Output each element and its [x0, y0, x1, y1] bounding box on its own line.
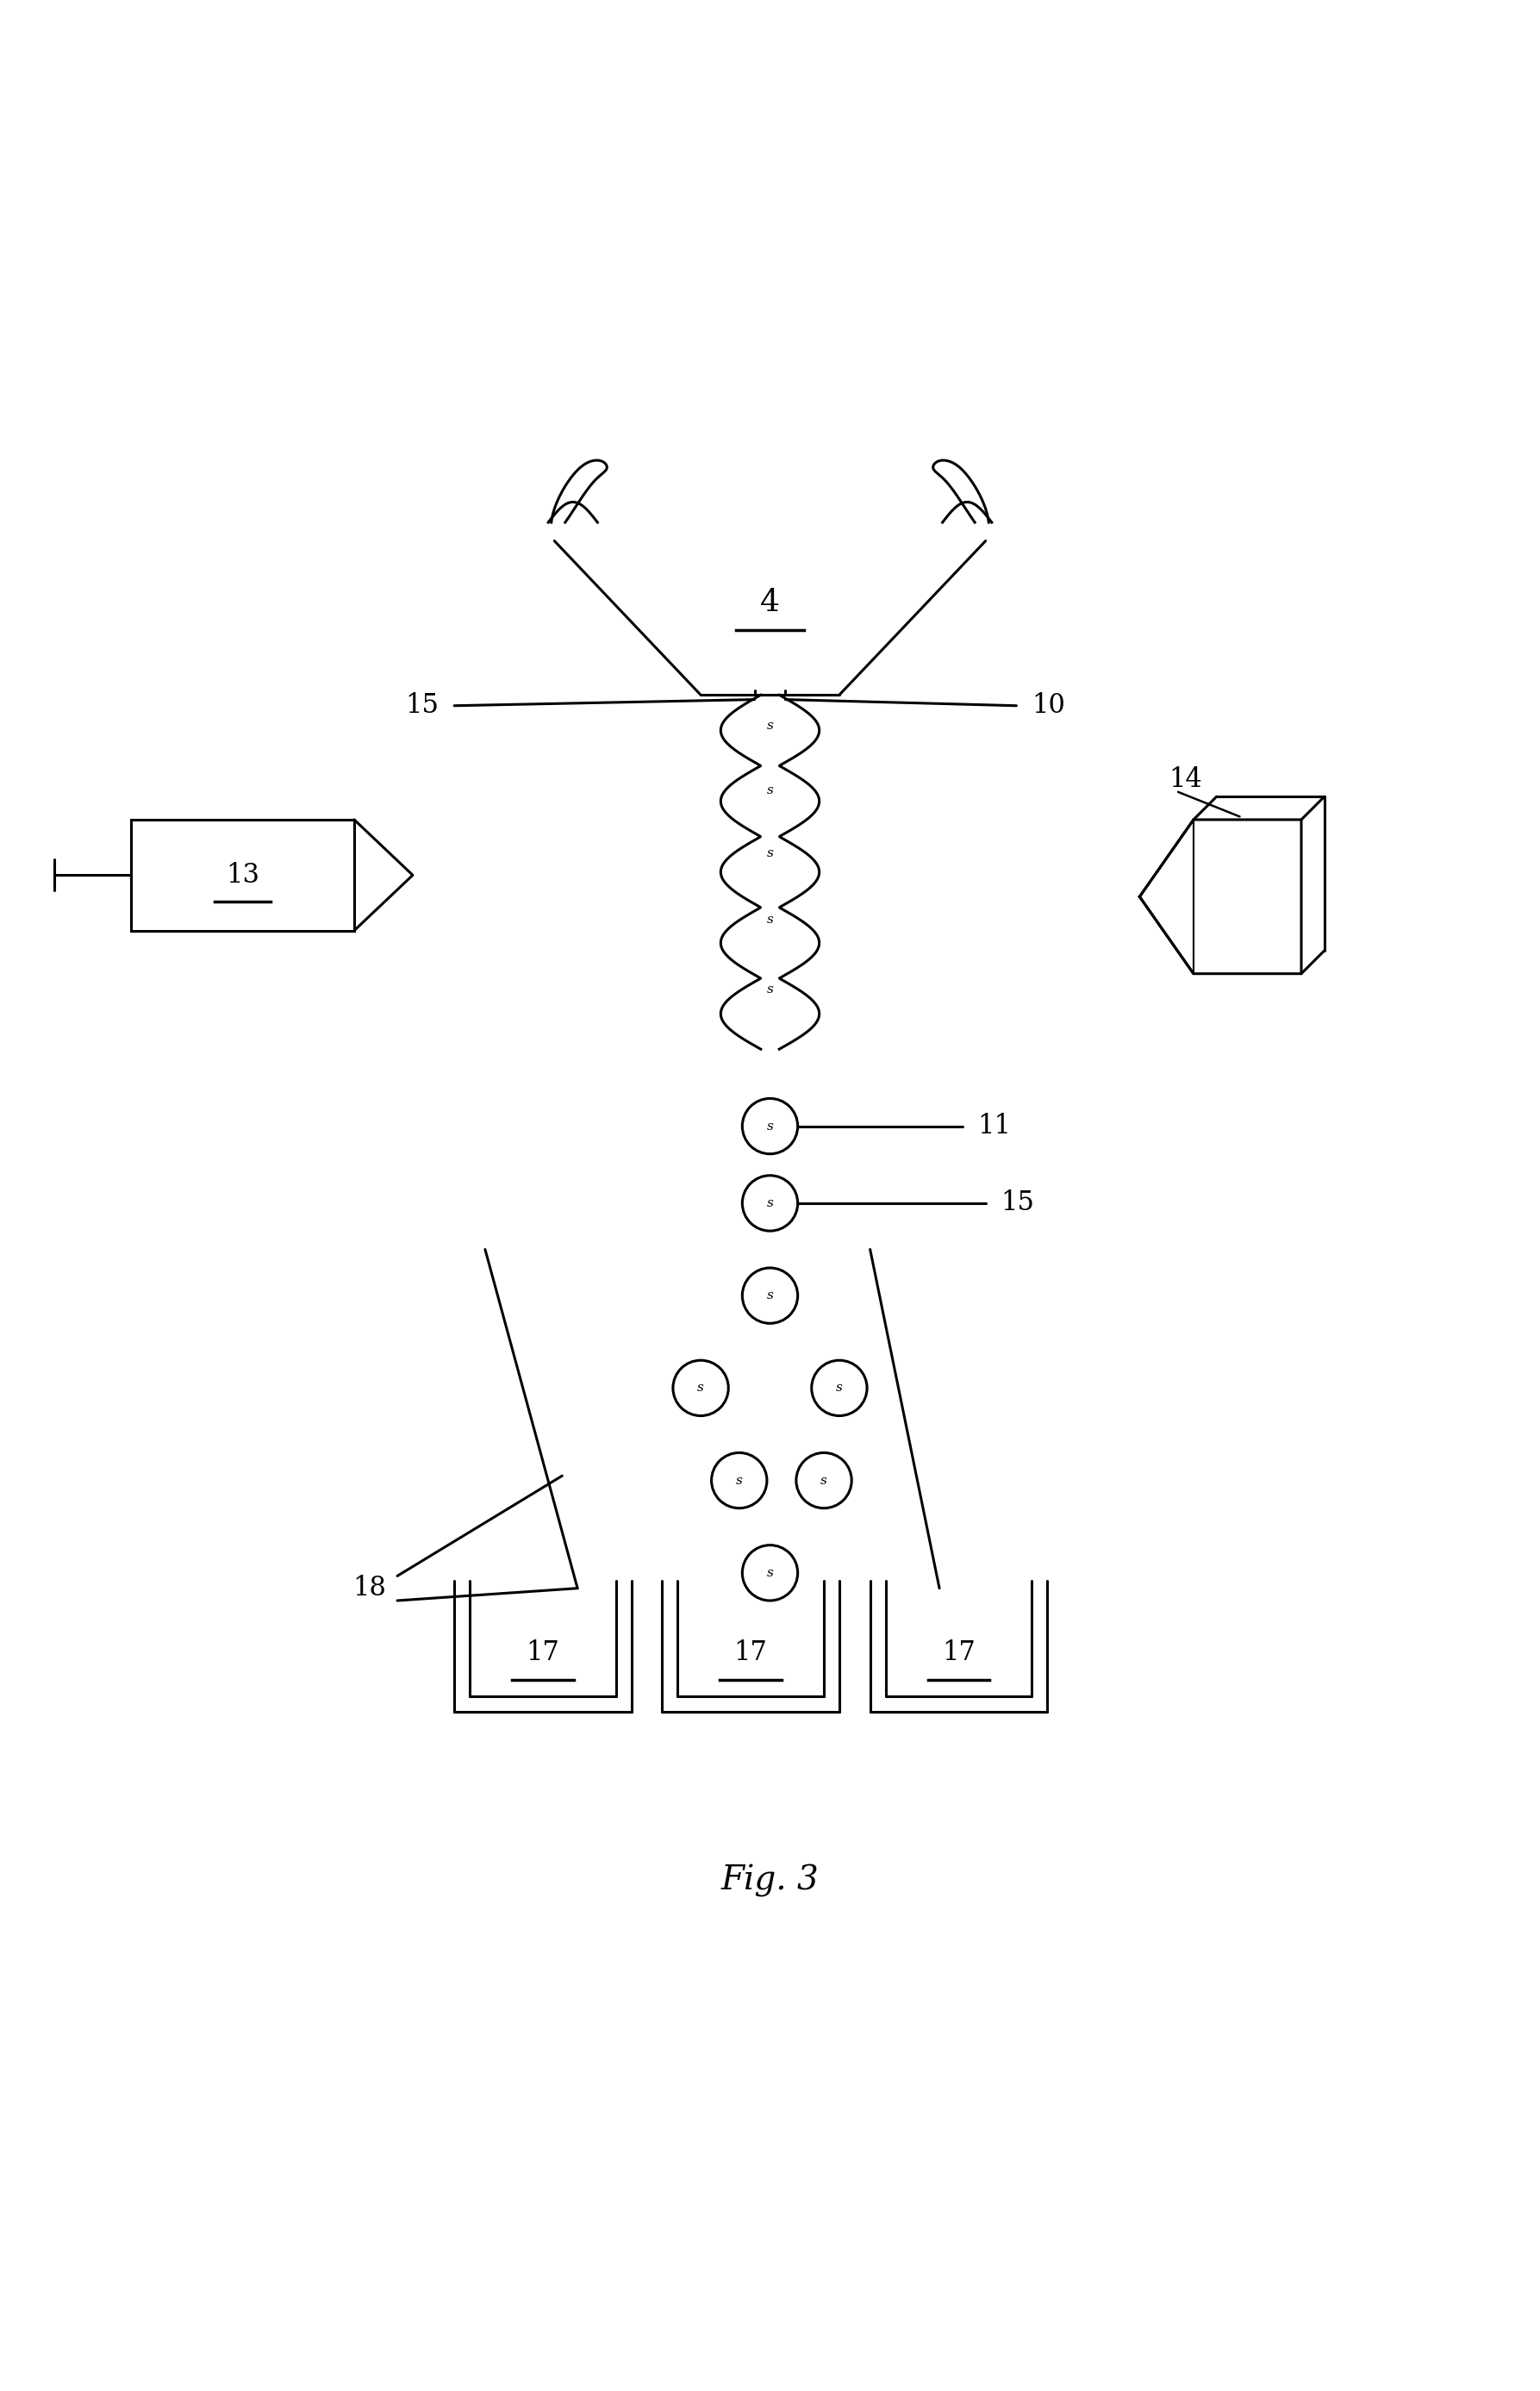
- Text: 14: 14: [1169, 765, 1203, 794]
- Text: s: s: [767, 1198, 773, 1210]
- Text: 15: 15: [1001, 1191, 1035, 1217]
- Text: s: s: [698, 1382, 704, 1394]
- Text: 15: 15: [405, 693, 439, 720]
- Text: 17: 17: [942, 1640, 975, 1667]
- Text: s: s: [767, 846, 773, 861]
- Text: 17: 17: [735, 1640, 767, 1667]
- Text: s: s: [821, 1475, 827, 1487]
- Text: 11: 11: [978, 1112, 1012, 1141]
- Text: s: s: [767, 913, 773, 925]
- Text: s: s: [767, 983, 773, 995]
- Text: s: s: [767, 784, 773, 796]
- Text: 13: 13: [226, 861, 259, 889]
- Text: Fig. 3: Fig. 3: [721, 1865, 819, 1898]
- Text: s: s: [836, 1382, 842, 1394]
- Text: 10: 10: [1032, 693, 1066, 720]
- Text: s: s: [767, 1119, 773, 1133]
- Bar: [131, 820, 354, 930]
- Text: 18: 18: [353, 1576, 387, 1602]
- Text: 4: 4: [761, 588, 779, 617]
- Text: 17: 17: [527, 1640, 559, 1667]
- Text: s: s: [767, 720, 773, 732]
- Text: s: s: [767, 1566, 773, 1578]
- Text: s: s: [767, 1289, 773, 1301]
- Text: s: s: [736, 1475, 742, 1487]
